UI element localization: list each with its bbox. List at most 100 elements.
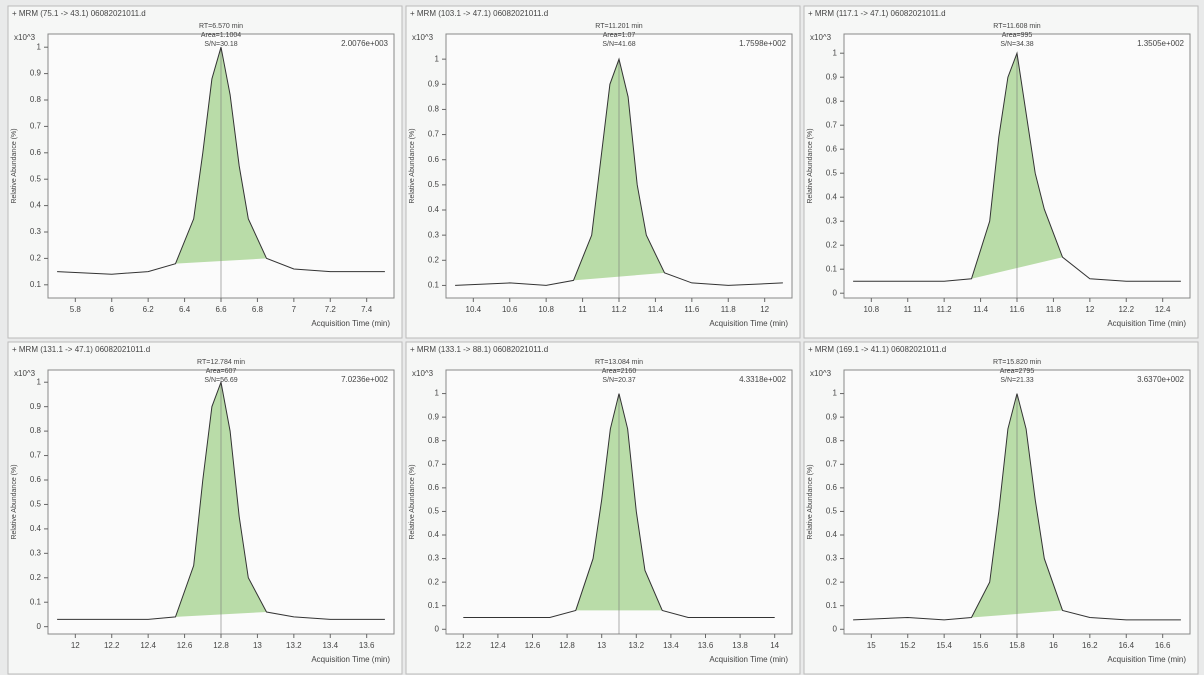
- y-tick-label: 0.9: [30, 69, 42, 78]
- y-tick-label: 0.5: [826, 507, 838, 516]
- panel-title: + MRM (133.1 -> 88.1) 06082021011.d: [410, 345, 548, 354]
- corner-label: 3.6370e+002: [1137, 375, 1184, 384]
- y-tick-label: 0.4: [428, 205, 440, 214]
- y-tick-label: 0.8: [30, 95, 42, 104]
- y-tick-label: 0.6: [826, 483, 838, 492]
- panel-title: + MRM (131.1 -> 47.1) 06082021011.d: [12, 345, 150, 354]
- x-tick-label: 11.6: [684, 305, 700, 314]
- corner-label: 4.3318e+002: [739, 375, 786, 384]
- x-tick-label: 12.8: [213, 641, 229, 650]
- x-tick-label: 6.2: [143, 305, 155, 314]
- panel-title: + MRM (103.1 -> 47.1) 06082021011.d: [410, 9, 548, 18]
- y-tick-label: 0.6: [30, 475, 42, 484]
- trace: [57, 47, 385, 275]
- chromatogram-panel: + MRM (75.1 -> 43.1) 06082021011.d x10^3 2…: [7, 5, 403, 339]
- x-tick-label: 11.4: [973, 305, 989, 314]
- y-tick-label: 0.8: [30, 426, 42, 435]
- y-axis-label: Relative Abundance (%): [807, 464, 814, 539]
- y-tick-label: 0: [833, 288, 838, 297]
- x-tick-label: 12.2: [1118, 305, 1134, 314]
- y-axis-label: Relative Abundance (%): [11, 128, 18, 203]
- y-tick-label: 0.8: [428, 105, 440, 114]
- x-tick-label: 16.2: [1082, 641, 1098, 650]
- x-axis-label: Acquisition Time (min): [1107, 655, 1186, 664]
- x-tick-label: 13: [597, 641, 606, 650]
- peak-annotation: Area=1.07: [603, 32, 636, 39]
- x-tick-label: 15.8: [1009, 641, 1025, 650]
- y-tick-label: 0.3: [30, 227, 42, 236]
- peak-annotation: RT=13.084 min: [595, 359, 643, 366]
- x-tick-label: 10.8: [864, 305, 880, 314]
- peak-annotation: RT=11.201 min: [595, 23, 643, 30]
- peak-annotation: Area=2795: [1000, 368, 1035, 375]
- x-tick-label: 11.8: [721, 305, 737, 314]
- y-axis-label: Relative Abundance (%): [409, 128, 416, 203]
- y-tick-label: 0.1: [428, 281, 440, 290]
- x-tick-label: 16.4: [1118, 641, 1134, 650]
- y-tick-label: 0.3: [30, 548, 42, 557]
- scale-label: x10^3: [412, 369, 434, 378]
- y-tick-label: 0.7: [30, 451, 42, 460]
- x-tick-label: 13.6: [359, 641, 375, 650]
- corner-label: 2.0076e+003: [341, 39, 388, 48]
- y-tick-label: 0.1: [30, 597, 42, 606]
- x-tick-label: 15: [867, 641, 876, 650]
- x-tick-label: 12.6: [525, 641, 541, 650]
- scale-label: x10^3: [14, 33, 36, 42]
- y-tick-label: 0.5: [30, 500, 42, 509]
- trace: [455, 57, 783, 286]
- y-axis-label: Relative Abundance (%): [807, 128, 814, 203]
- y-tick-label: 0.2: [428, 255, 440, 264]
- y-tick-label: 0.4: [826, 192, 838, 201]
- y-tick-label: 0.9: [428, 79, 440, 88]
- chromatogram-panel: + MRM (131.1 -> 47.1) 06082021011.d x10^3…: [7, 341, 403, 675]
- x-tick-label: 12: [760, 305, 769, 314]
- x-tick-label: 16: [1049, 641, 1058, 650]
- x-tick-label: 7: [292, 305, 297, 314]
- peak-annotation: RT=11.608 min: [993, 23, 1041, 30]
- x-tick-label: 12: [71, 641, 80, 650]
- x-tick-label: 14: [770, 641, 779, 650]
- x-axis-label: Acquisition Time (min): [709, 319, 788, 328]
- scale-label: x10^3: [810, 33, 832, 42]
- y-tick-label: 0.9: [30, 402, 42, 411]
- trace: [57, 380, 385, 620]
- x-tick-label: 13.8: [732, 641, 748, 650]
- y-tick-label: 0.1: [826, 264, 838, 273]
- y-tick-label: 0.3: [428, 554, 440, 563]
- x-tick-label: 11.8: [1046, 305, 1062, 314]
- trace: [463, 393, 775, 618]
- x-tick-label: 10.6: [502, 305, 518, 314]
- x-tick-label: 15.2: [900, 641, 916, 650]
- corner-label: 1.3505e+002: [1137, 39, 1184, 48]
- x-tick-label: 12.4: [140, 641, 156, 650]
- x-tick-label: 15.6: [973, 641, 989, 650]
- x-tick-label: 12.8: [559, 641, 575, 650]
- y-axis-label: Relative Abundance (%): [11, 464, 18, 539]
- y-tick-label: 0.7: [428, 130, 440, 139]
- x-tick-label: 13.2: [286, 641, 302, 650]
- x-tick-label: 11.4: [648, 305, 664, 314]
- x-tick-label: 11: [904, 305, 913, 314]
- y-tick-label: 0.2: [826, 577, 838, 586]
- x-tick-label: 13: [253, 641, 262, 650]
- x-tick-label: 11.6: [1010, 305, 1026, 314]
- peak-annotation: Area=2160: [602, 368, 637, 375]
- y-tick-label: 0.3: [826, 554, 838, 563]
- scale-label: x10^3: [412, 33, 434, 42]
- x-tick-label: 12.6: [177, 641, 193, 650]
- x-tick-label: 6.8: [252, 305, 264, 314]
- peak-annotation: Area=607: [206, 368, 237, 375]
- y-tick-label: 0.5: [428, 507, 440, 516]
- y-tick-label: 0.2: [30, 573, 42, 582]
- y-tick-label: 0.7: [826, 459, 838, 468]
- scale-label: x10^3: [810, 369, 832, 378]
- y-tick-label: 0.1: [428, 601, 440, 610]
- peak-annotation: RT=15.820 min: [993, 359, 1041, 366]
- x-tick-label: 10.4: [466, 305, 482, 314]
- x-tick-label: 13.6: [698, 641, 714, 650]
- x-tick-label: 11.2: [612, 305, 628, 314]
- y-tick-label: 0.3: [826, 216, 838, 225]
- x-tick-label: 12.4: [490, 641, 506, 650]
- x-tick-label: 6.4: [179, 305, 191, 314]
